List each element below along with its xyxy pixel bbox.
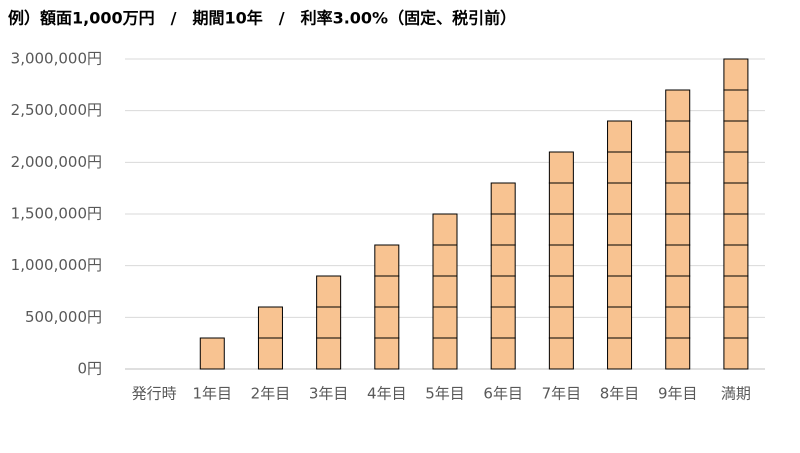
bar-segment: [490, 275, 516, 308]
bar-segment: [723, 275, 749, 308]
bar-segment: [199, 337, 225, 370]
bar-segment: [432, 275, 458, 308]
bar-segment: [316, 275, 342, 308]
bar-segment: [548, 275, 574, 308]
bar-segment: [607, 151, 633, 184]
bar-segment: [257, 337, 283, 370]
bar-segment: [548, 213, 574, 246]
bar-segment: [607, 337, 633, 370]
y-tick-label: 500,000円: [25, 308, 102, 326]
bar-segment: [665, 151, 691, 184]
bar-segment: [548, 306, 574, 339]
bar-segment: [490, 182, 516, 215]
bar-segment: [432, 244, 458, 277]
y-tick-label: 2,500,000円: [11, 101, 102, 119]
bar-segment: [723, 306, 749, 339]
bar-segment: [374, 244, 400, 277]
x-tick-label: 4年目: [367, 385, 407, 403]
bar-segment: [490, 213, 516, 246]
bar-segment: [723, 151, 749, 184]
bar-segment: [316, 306, 342, 339]
bar-segment: [665, 120, 691, 153]
x-tick-label: 8年目: [600, 385, 640, 403]
y-tick-label: 1,000,000円: [11, 256, 102, 274]
bar-segment: [723, 244, 749, 277]
x-tick-label: 9年目: [658, 385, 698, 403]
x-tick-label: 6年目: [483, 385, 523, 403]
bar-segment: [548, 244, 574, 277]
x-tick-label: 満期: [721, 385, 751, 403]
bar-segment: [607, 275, 633, 308]
y-tick-label: 3,000,000円: [11, 50, 102, 68]
bar-segment: [374, 306, 400, 339]
bar-segment: [723, 213, 749, 246]
bar-segment: [665, 213, 691, 246]
x-tick-label: 5年目: [425, 385, 465, 403]
x-tick-label: 1年目: [192, 385, 232, 403]
bar-segment: [665, 306, 691, 339]
bar-segment: [723, 58, 749, 91]
bar-segment: [723, 89, 749, 122]
bar-segment: [490, 244, 516, 277]
bar-segment: [607, 120, 633, 153]
bar-segment: [432, 337, 458, 370]
bar-segment: [665, 182, 691, 215]
bar-segment: [723, 120, 749, 153]
x-tick-label: 7年目: [542, 385, 582, 403]
bar-segment: [723, 182, 749, 215]
bar-segment: [723, 337, 749, 370]
bar-segment: [607, 244, 633, 277]
x-tick-label: 2年目: [251, 385, 291, 403]
bar-segment: [548, 182, 574, 215]
bar-segment: [665, 337, 691, 370]
x-tick-label: 発行時: [132, 385, 177, 403]
bar-segment: [607, 182, 633, 215]
bar-segment: [665, 89, 691, 122]
y-tick-label: 0円: [77, 360, 102, 378]
x-tick-label: 3年目: [309, 385, 349, 403]
bar-segment: [374, 275, 400, 308]
bar-segment: [665, 275, 691, 308]
bar-segment: [374, 337, 400, 370]
y-tick-label: 1,500,000円: [11, 205, 102, 223]
bar-segment: [257, 306, 283, 339]
bar-segment: [548, 337, 574, 370]
bar-segment: [490, 306, 516, 339]
bar-segment: [607, 306, 633, 339]
bar-segment: [490, 337, 516, 370]
bar-segment: [665, 244, 691, 277]
bar-segment: [548, 151, 574, 184]
bar-segment: [316, 337, 342, 370]
bar-segment: [432, 213, 458, 246]
bar-segment: [432, 306, 458, 339]
chart-title: 例）額面1,000万円 / 期間10年 / 利率3.00%（固定、税引前）: [8, 9, 516, 28]
y-tick-label: 2,000,000円: [11, 153, 102, 171]
bar-segment: [607, 213, 633, 246]
